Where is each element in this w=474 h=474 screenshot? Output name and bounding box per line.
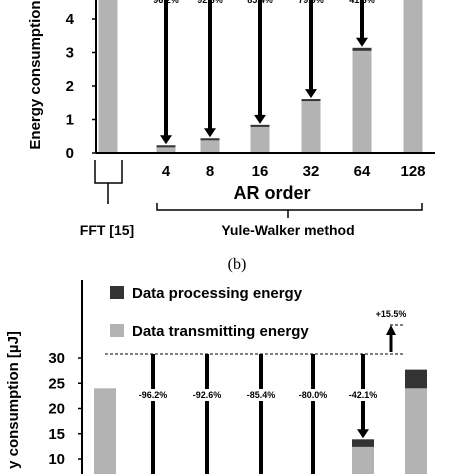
a-ytick-label-4: 4	[66, 11, 75, 28]
b-pct-label-3: -85.4%	[247, 390, 276, 400]
a-xtick-label-4: 32	[303, 163, 320, 180]
b-pct-bg-3	[242, 389, 280, 401]
a-x-axis-label: AR order	[233, 183, 310, 203]
panel-caption-b: (b)	[228, 256, 247, 273]
a-bar-transmit-5	[352, 50, 372, 154]
a-pct-label-4: 79.9%	[298, 0, 324, 5]
a-bar-transmit-3	[250, 126, 270, 153]
a-y-axis-label: Energy consumption	[27, 0, 44, 149]
b-pct-label-6: +15.5%	[376, 309, 407, 319]
b-bar-transmit-0	[94, 388, 116, 474]
yule-walker-bracket	[156, 203, 423, 218]
b-bar-process-5	[352, 439, 374, 447]
legend-swatch-transmitting	[110, 324, 124, 337]
a-ytick-label-0: 0	[66, 145, 74, 162]
b-ytick-label-0: 10	[48, 451, 65, 468]
a-xtick-label-6: 128	[400, 163, 425, 180]
b-y-axis-label: y consumption [µJ]	[5, 331, 22, 469]
a-arrow-head-4	[305, 89, 317, 99]
a-bar-process-1	[156, 145, 176, 148]
b-pct-label-4: -80.0%	[299, 390, 328, 400]
a-arrow-head-2	[204, 128, 216, 138]
fft-group-label: FFT [15]	[80, 222, 134, 238]
a-xtick-label-2: 8	[206, 163, 214, 180]
b-ytick-label-3: 25	[48, 375, 65, 392]
b-bar-transmit-5	[352, 446, 374, 474]
a-pct-label-1: 96.2%	[153, 0, 179, 5]
b-arrow-head-5	[357, 429, 369, 439]
a-arrow-head-1	[160, 135, 172, 145]
a-arrow-head-5	[356, 37, 368, 47]
legend-label-transmitting: Data transmitting energy	[132, 323, 309, 340]
a-ytick-label-3: 3	[66, 45, 74, 62]
a-pct-label-5: 41.6%	[349, 0, 375, 5]
b-bar-process-6	[405, 369, 427, 389]
a-bar-process-4	[301, 99, 321, 102]
a-xtick-label-3: 16	[252, 163, 269, 180]
a-bar-transmit-1	[156, 146, 176, 153]
b-ytick-label-2: 20	[48, 401, 65, 418]
a-ytick-label-1: 1	[66, 112, 74, 129]
a-pct-label-2: 92.6%	[197, 0, 223, 5]
b-up-arrow-head	[386, 325, 396, 335]
a-arrow-head-3	[254, 114, 266, 124]
panel-b: 10 15 20 25 30 -96.2% -92.6% -85.4% -80.0% -42.1…	[5, 280, 427, 474]
b-ytick-label-1: 15	[48, 426, 65, 443]
a-xtick-label-1: 4	[162, 163, 171, 180]
b-ytick-label-4: 30	[48, 350, 65, 367]
b-pct-bg-4	[294, 389, 332, 401]
b-pct-bg-2	[188, 389, 226, 401]
legend-label-processing: Data processing energy	[132, 285, 303, 302]
a-bar-process-3	[250, 124, 270, 127]
b-pct-label-2: -92.6%	[193, 390, 222, 400]
a-bar-transmit-4	[301, 101, 321, 153]
a-bar-transmit-0	[98, 0, 118, 153]
b-pct-label-5: -42.1%	[349, 390, 378, 400]
b-pct-bg-1	[134, 389, 172, 401]
panel-a: 0 1 2 3 4 96.2% 92.6% 85.4% 79.9% 41.6% 4 8 16 32 64…	[27, 0, 435, 238]
b-pct-label-1: -96.2%	[139, 390, 168, 400]
a-bar-transmit-6	[403, 0, 423, 153]
b-bar-transmit-6	[405, 388, 427, 474]
legend-swatch-processing	[110, 286, 124, 299]
a-pct-label-3: 85.4%	[247, 0, 273, 5]
a-ytick-label-2: 2	[66, 78, 74, 95]
a-xtick-label-5: 64	[354, 163, 371, 180]
b-pct-bg-5	[344, 389, 382, 401]
yule-walker-group-label: Yule-Walker method	[221, 222, 354, 238]
a-bar-process-2	[200, 138, 220, 141]
fft-bracket	[94, 160, 123, 204]
a-bar-transmit-2	[200, 139, 220, 153]
a-bar-process-5	[352, 47, 372, 51]
